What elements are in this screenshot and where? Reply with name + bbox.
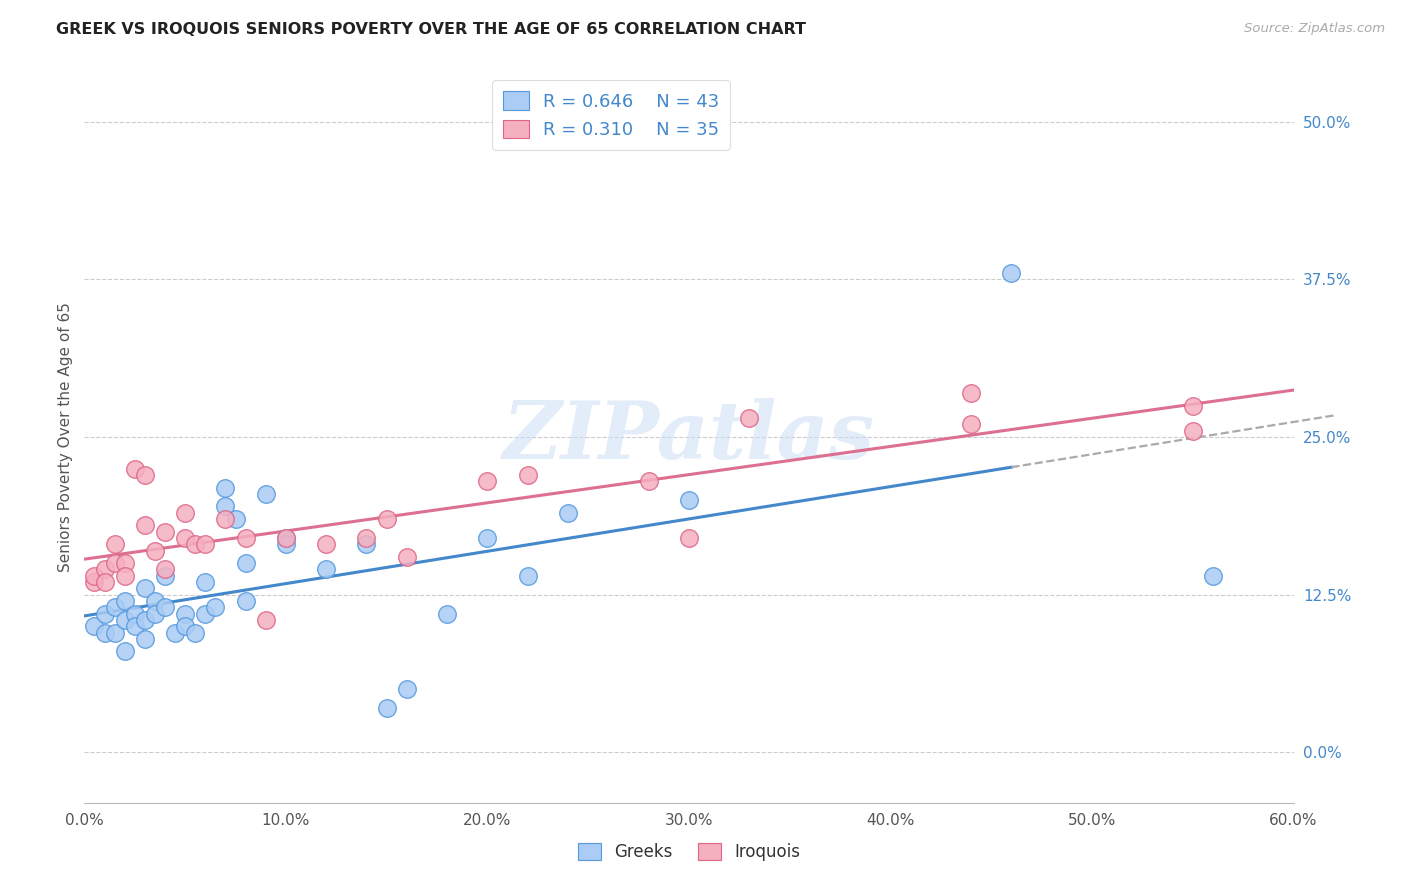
Point bbox=[124, 619, 146, 633]
Point bbox=[738, 411, 761, 425]
Point bbox=[315, 537, 337, 551]
Point bbox=[143, 607, 166, 621]
Legend: Greeks, Iroquois: Greeks, Iroquois bbox=[571, 836, 807, 868]
Point bbox=[960, 417, 983, 432]
Point bbox=[375, 701, 398, 715]
Y-axis label: Seniors Poverty Over the Age of 65: Seniors Poverty Over the Age of 65 bbox=[58, 302, 73, 572]
Point bbox=[93, 625, 115, 640]
Point bbox=[235, 531, 257, 545]
Point bbox=[254, 487, 277, 501]
Point bbox=[1181, 399, 1204, 413]
Point bbox=[254, 613, 277, 627]
Point bbox=[194, 575, 217, 590]
Point bbox=[153, 569, 176, 583]
Point bbox=[124, 607, 146, 621]
Point bbox=[395, 682, 418, 697]
Text: GREEK VS IROQUOIS SENIORS POVERTY OVER THE AGE OF 65 CORRELATION CHART: GREEK VS IROQUOIS SENIORS POVERTY OVER T… bbox=[56, 22, 806, 37]
Point bbox=[153, 524, 176, 539]
Point bbox=[143, 594, 166, 608]
Point bbox=[315, 562, 337, 576]
Point bbox=[134, 518, 156, 533]
Point bbox=[93, 575, 115, 590]
Point bbox=[235, 556, 257, 570]
Point bbox=[375, 512, 398, 526]
Point bbox=[114, 556, 136, 570]
Text: Source: ZipAtlas.com: Source: ZipAtlas.com bbox=[1244, 22, 1385, 36]
Point bbox=[274, 537, 297, 551]
Point bbox=[143, 543, 166, 558]
Point bbox=[104, 600, 127, 615]
Point bbox=[235, 594, 257, 608]
Point bbox=[557, 506, 579, 520]
Point bbox=[83, 575, 105, 590]
Point bbox=[104, 537, 127, 551]
Point bbox=[194, 607, 217, 621]
Point bbox=[395, 549, 418, 564]
Point bbox=[960, 386, 983, 401]
Point bbox=[93, 607, 115, 621]
Point bbox=[194, 537, 217, 551]
Point bbox=[274, 531, 297, 545]
Point bbox=[104, 625, 127, 640]
Point bbox=[134, 632, 156, 646]
Point bbox=[174, 607, 197, 621]
Point bbox=[477, 531, 499, 545]
Point bbox=[678, 531, 700, 545]
Point bbox=[174, 531, 197, 545]
Point bbox=[225, 512, 247, 526]
Point bbox=[184, 537, 207, 551]
Point bbox=[134, 613, 156, 627]
Point bbox=[204, 600, 226, 615]
Point bbox=[114, 613, 136, 627]
Point bbox=[516, 467, 538, 482]
Point bbox=[678, 493, 700, 508]
Point bbox=[153, 562, 176, 576]
Point bbox=[356, 531, 378, 545]
Point bbox=[114, 644, 136, 658]
Point bbox=[356, 537, 378, 551]
Point bbox=[93, 562, 115, 576]
Point bbox=[83, 569, 105, 583]
Point bbox=[1181, 424, 1204, 438]
Point bbox=[104, 556, 127, 570]
Point bbox=[83, 619, 105, 633]
Point bbox=[516, 569, 538, 583]
Point bbox=[436, 607, 458, 621]
Point bbox=[1000, 266, 1022, 280]
Point bbox=[1202, 569, 1225, 583]
Point bbox=[153, 600, 176, 615]
Point bbox=[184, 625, 207, 640]
Point bbox=[114, 594, 136, 608]
Point bbox=[124, 461, 146, 475]
Point bbox=[114, 569, 136, 583]
Point bbox=[214, 512, 236, 526]
Point bbox=[477, 474, 499, 488]
Point bbox=[134, 582, 156, 596]
Point bbox=[134, 467, 156, 482]
Point bbox=[274, 531, 297, 545]
Point bbox=[165, 625, 187, 640]
Point bbox=[214, 481, 236, 495]
Text: ZIPatlas: ZIPatlas bbox=[503, 399, 875, 475]
Point bbox=[174, 506, 197, 520]
Point bbox=[174, 619, 197, 633]
Point bbox=[637, 474, 659, 488]
Point bbox=[214, 500, 236, 514]
